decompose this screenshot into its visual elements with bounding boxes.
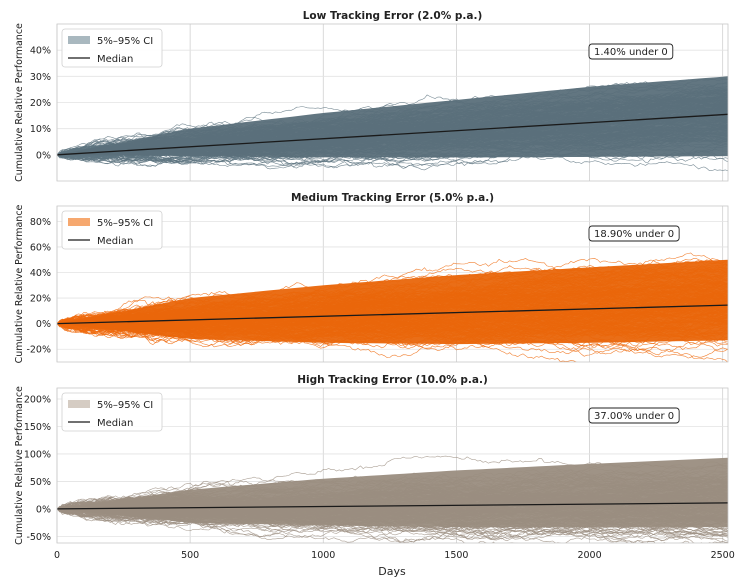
x-tick-label: 2000 <box>577 550 601 561</box>
ci-band <box>57 457 728 528</box>
y-tick-label: 200% <box>24 394 51 405</box>
under-zero-annotation: 37.00% under 0 <box>588 407 680 424</box>
y-axis-label: Cumulative Relative Performance <box>14 23 25 182</box>
y-tick-label: -50% <box>26 532 51 543</box>
legend: 5%–95% CI Median <box>61 210 163 250</box>
y-tick-label: 50% <box>30 477 51 488</box>
plot-frame <box>56 387 729 544</box>
legend-median-label: Median <box>97 418 133 429</box>
plot-frame <box>56 205 729 363</box>
plot-area <box>57 252 728 362</box>
ci-band <box>57 76 728 158</box>
annotation-text: 1.40% under 0 <box>594 47 668 58</box>
under-zero-annotation: 18.90% under 0 <box>588 225 680 242</box>
legend-ci-swatch <box>68 218 90 226</box>
legend-ci-label: 5%–95% CI <box>97 400 153 411</box>
legend-ci-swatch <box>68 36 90 44</box>
panel-2: -20% 0% 20% 40% 60% 80% Medium Tracking Error … <box>14 192 729 363</box>
median-line <box>57 304 728 325</box>
simulated-path <box>57 505 728 543</box>
panel-title: Low Tracking Error (2.0% p.a.) <box>303 10 483 22</box>
y-tick-label: 20% <box>30 294 51 305</box>
under-zero-annotation: 1.40% under 0 <box>588 43 674 60</box>
y-tick-label: 0% <box>36 150 51 161</box>
x-axis-label: Days <box>378 565 406 578</box>
ci-band <box>57 259 728 345</box>
panel-title: High Tracking Error (10.0% p.a.) <box>297 374 488 386</box>
median-line <box>57 113 728 156</box>
panel-title: Medium Tracking Error (5.0% p.a.) <box>291 192 494 204</box>
annotation-box <box>588 43 674 60</box>
y-tick-label: 40% <box>30 268 51 279</box>
x-tick-label: 500 <box>181 550 199 561</box>
y-axis-label: Cumulative Relative Performance <box>14 386 25 545</box>
median-line <box>57 502 728 510</box>
legend: 5%–95% CI Median <box>61 392 163 432</box>
y-tick-label: 150% <box>24 422 51 433</box>
legend-median-label: Median <box>97 54 133 65</box>
legend: 5%–95% CI Median <box>61 28 163 68</box>
y-tick-label: 10% <box>30 124 51 135</box>
y-tick-label: 0% <box>36 319 51 330</box>
y-tick-label: 40% <box>30 46 51 57</box>
x-tick-label: 1000 <box>311 550 335 561</box>
y-tick-label: 0% <box>36 504 51 515</box>
annotation-text: 37.00% under 0 <box>594 411 674 422</box>
y-tick-label: -20% <box>26 345 51 356</box>
y-tick-label: 30% <box>30 72 51 83</box>
plot-area <box>57 76 728 172</box>
y-tick-label: 100% <box>24 449 51 460</box>
y-tick-label: 20% <box>30 98 51 109</box>
annotation-text: 18.90% under 0 <box>594 229 674 240</box>
panel-3: -50% 0% 50% 100% 150% 200% 0 500 1000 1500 2000 250… <box>14 374 735 561</box>
legend-median-label: Median <box>97 236 133 247</box>
y-tick-label: 80% <box>30 217 51 228</box>
y-tick-label: 60% <box>30 242 51 253</box>
panel-1: 0% 10% 20% 30% 40% Low Tracking Error (2.0% p… <box>14 10 729 182</box>
x-tick-label: 1500 <box>444 550 468 561</box>
x-tick-label: 0 <box>54 550 60 561</box>
legend-ci-label: 5%–95% CI <box>97 218 153 229</box>
plot-frame <box>56 23 729 182</box>
y-axis-label: Cumulative Relative Performance <box>14 204 25 363</box>
x-tick-label: 2500 <box>711 550 735 561</box>
legend-ci-swatch <box>68 400 90 408</box>
annotation-box <box>588 225 680 242</box>
legend-ci-label: 5%–95% CI <box>97 36 153 47</box>
annotation-box <box>588 407 680 424</box>
plot-area <box>57 455 728 543</box>
